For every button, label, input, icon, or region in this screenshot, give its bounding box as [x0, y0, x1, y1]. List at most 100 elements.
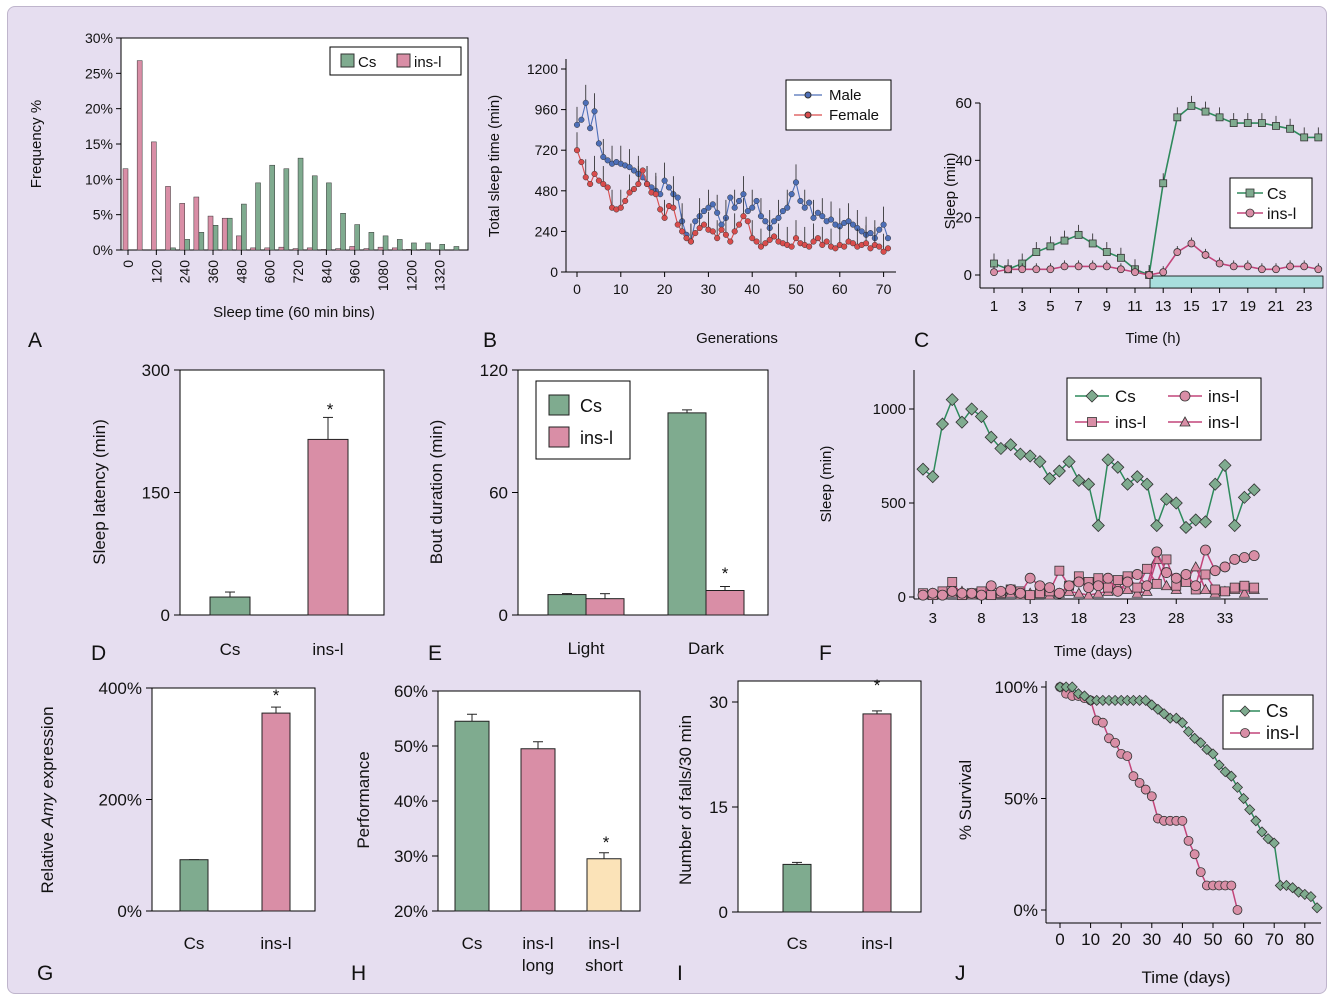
data-point-female — [753, 238, 760, 245]
data-point-male — [600, 153, 607, 161]
data-point-insl — [1145, 271, 1153, 279]
legend-swatch-insl — [396, 53, 411, 68]
y-axis-label-part: expression — [38, 706, 57, 793]
data-point-insl — [1232, 905, 1243, 915]
data-point-insl — [1146, 791, 1157, 802]
x-tick-label: 28 — [1168, 610, 1185, 627]
data-point-series-3 — [1199, 583, 1212, 594]
x-tick-label: 960 — [347, 260, 363, 284]
bar-cs — [368, 232, 375, 251]
x-tick-label: 23 — [1119, 610, 1136, 627]
data-point-male — [582, 99, 589, 106]
data-point-series-2 — [1142, 563, 1152, 574]
data-point-female — [841, 243, 848, 250]
data-point-cs — [1258, 119, 1266, 127]
significance-star: * — [327, 400, 334, 419]
data-point-cs — [1305, 891, 1317, 903]
data-point-female — [604, 184, 611, 191]
data-point-insl — [1131, 268, 1139, 277]
y-tick-label: 40% — [394, 792, 428, 811]
bar-insl — [221, 217, 228, 251]
bar-insl — [335, 248, 341, 251]
y-tick-label: 1200 — [527, 61, 558, 77]
data-point-male — [731, 204, 738, 211]
data-point-female — [727, 238, 734, 245]
data-point-female — [587, 180, 594, 188]
data-point-male — [736, 197, 743, 204]
bar-cs — [667, 412, 707, 616]
data-point-insl — [1189, 849, 1200, 860]
data-point-series-1 — [1239, 552, 1250, 563]
x-tick-label: 720 — [290, 260, 306, 284]
data-point-cs — [1032, 248, 1041, 256]
data-point-male — [740, 191, 747, 198]
legend-label: ins-l — [580, 428, 613, 448]
data-point-male — [784, 204, 791, 211]
panel-letter: E — [428, 642, 442, 665]
y-tick-label: 400% — [99, 679, 142, 698]
bar-insl — [377, 246, 384, 251]
x-tick-label: 40 — [744, 281, 760, 297]
data-point-male — [630, 167, 637, 174]
data-point-female — [674, 221, 681, 228]
data-point-series-0 — [1004, 438, 1018, 452]
data-point-male — [819, 213, 826, 220]
x-tick-label: 70 — [1265, 930, 1284, 949]
bar-cs — [255, 182, 261, 251]
y-tick-label: 0% — [93, 242, 113, 258]
data-point-cs — [1117, 253, 1125, 262]
bar-cs — [269, 164, 275, 251]
x-tick-label: 18 — [1070, 610, 1087, 627]
bar — [454, 720, 490, 912]
data-point-cs — [1250, 815, 1262, 827]
bar-insl — [321, 249, 327, 251]
x-tick-label: 5 — [1046, 298, 1054, 315]
bar-cs — [283, 168, 290, 251]
legend-label: Cs — [580, 396, 602, 416]
data-point-female — [731, 228, 738, 235]
x-tick-label: 40 — [1173, 930, 1192, 949]
data-point-series-0 — [1247, 483, 1261, 497]
legend-marker-cs — [1239, 705, 1251, 717]
significance-star: * — [603, 833, 610, 852]
panel-letter: C — [914, 329, 929, 352]
legend — [1222, 694, 1314, 750]
legend-marker-insl — [1245, 208, 1255, 218]
data-point-female — [880, 248, 887, 255]
data-point-series-1 — [1102, 572, 1114, 584]
data-point-series-2 — [1103, 582, 1113, 593]
bar-insl — [136, 60, 143, 251]
data-point-cs — [1262, 833, 1274, 845]
bar-insl — [122, 168, 129, 251]
y-tick-label: 60 — [489, 484, 508, 503]
x-tick-label: 21 — [1268, 298, 1285, 315]
bar — [261, 712, 291, 912]
data-point-male — [591, 108, 598, 115]
panel-letter: A — [28, 329, 42, 352]
y-axis-label: Sleep (min) — [818, 446, 835, 523]
legend-marker-3 — [1179, 416, 1191, 427]
data-point-insl — [1201, 251, 1210, 259]
legend-marker-2 — [1087, 417, 1097, 427]
bar-cs — [396, 239, 403, 251]
x-category-label: ins-l — [861, 934, 892, 953]
data-point-series-0 — [926, 470, 940, 484]
x-tick-label: 20 — [1112, 930, 1131, 949]
data-point-male — [692, 218, 699, 225]
data-point-series-3 — [1160, 579, 1173, 591]
data-point-female — [700, 221, 708, 228]
y-tick-label: 30% — [394, 847, 428, 866]
bar-insl — [406, 249, 412, 251]
bar-insl — [264, 247, 270, 251]
x-tick-label: 1320 — [432, 260, 448, 291]
bar-cs — [226, 217, 233, 251]
data-point-male — [876, 226, 883, 233]
data-point-female — [639, 167, 646, 174]
y-axis-label: Frequency % — [28, 100, 45, 188]
bar-cs — [382, 235, 389, 251]
data-point-female — [578, 158, 585, 166]
x-category-label: ins-l — [312, 640, 343, 659]
data-point-male — [827, 216, 835, 223]
data-point-series-0 — [1072, 473, 1086, 488]
data-point-female — [762, 240, 769, 247]
